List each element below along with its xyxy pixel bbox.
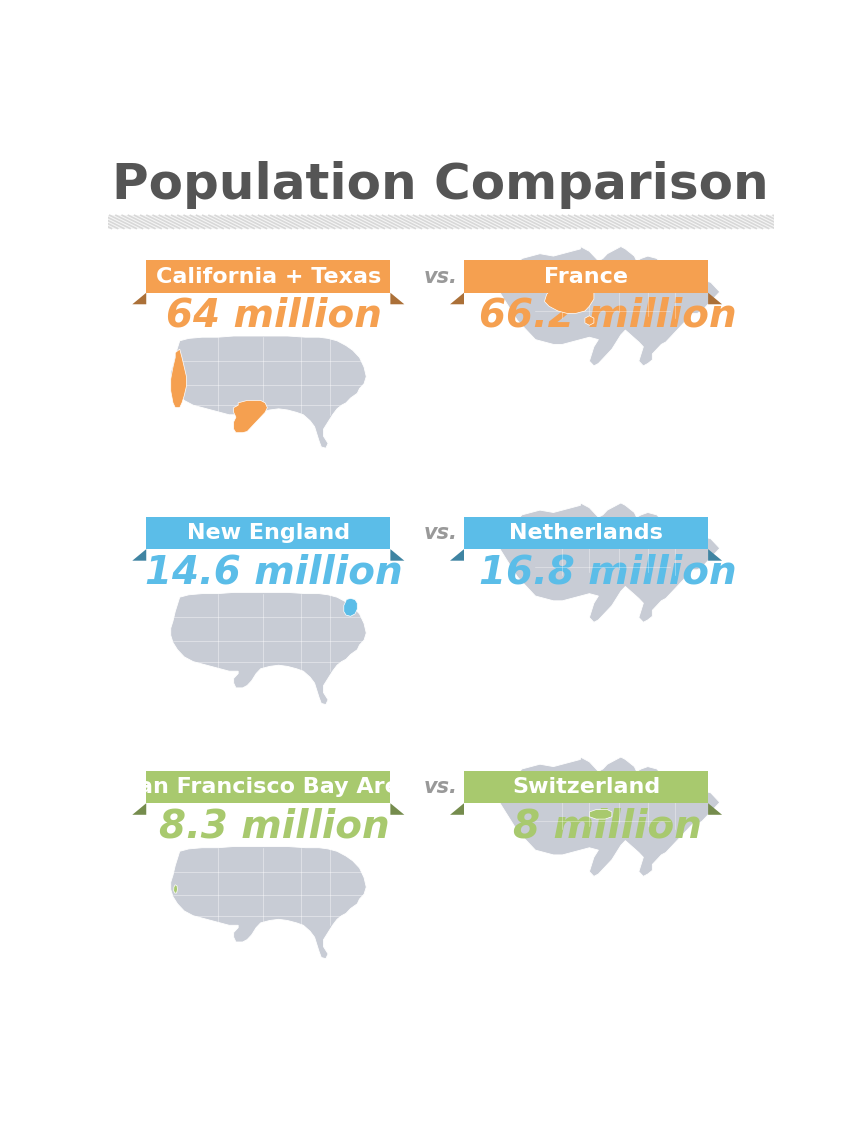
Polygon shape [708, 550, 722, 561]
Polygon shape [132, 550, 146, 561]
Polygon shape [234, 400, 267, 433]
Polygon shape [132, 804, 146, 815]
FancyBboxPatch shape [108, 215, 774, 229]
Polygon shape [708, 804, 722, 815]
FancyBboxPatch shape [464, 771, 708, 804]
FancyBboxPatch shape [464, 517, 708, 550]
Polygon shape [450, 804, 464, 815]
Text: 66.2 million: 66.2 million [478, 297, 736, 335]
Polygon shape [171, 846, 366, 959]
Text: California + Texas: California + Texas [156, 266, 381, 287]
Polygon shape [171, 350, 187, 408]
Text: San Francisco Bay Area: San Francisco Bay Area [122, 777, 415, 797]
FancyBboxPatch shape [464, 261, 708, 292]
Polygon shape [495, 246, 720, 366]
Polygon shape [708, 292, 722, 305]
Text: France: France [544, 266, 628, 287]
Polygon shape [171, 336, 366, 448]
Polygon shape [174, 885, 177, 894]
FancyBboxPatch shape [146, 517, 390, 550]
Text: 16.8 million: 16.8 million [478, 553, 736, 591]
Polygon shape [390, 804, 404, 815]
Polygon shape [544, 280, 594, 314]
Text: Switzerland: Switzerland [512, 777, 660, 797]
FancyBboxPatch shape [146, 771, 390, 804]
Text: vs.: vs. [424, 266, 458, 287]
Polygon shape [132, 292, 146, 305]
Polygon shape [390, 550, 404, 561]
Text: Population Comparison: Population Comparison [113, 161, 769, 209]
Text: vs.: vs. [424, 777, 458, 797]
Polygon shape [171, 592, 366, 705]
Polygon shape [450, 292, 464, 305]
Text: Netherlands: Netherlands [509, 523, 663, 543]
Polygon shape [596, 527, 614, 538]
Polygon shape [495, 502, 720, 623]
Polygon shape [344, 598, 357, 616]
Text: New England: New England [187, 523, 350, 543]
Text: 8.3 million: 8.3 million [159, 807, 390, 845]
Polygon shape [585, 316, 594, 325]
Polygon shape [450, 550, 464, 561]
Text: vs.: vs. [424, 523, 458, 543]
Text: 14.6 million: 14.6 million [145, 553, 403, 591]
Polygon shape [390, 292, 404, 305]
FancyBboxPatch shape [146, 261, 390, 292]
Text: 8 million: 8 million [513, 807, 702, 845]
Text: 64 million: 64 million [166, 297, 382, 335]
Polygon shape [589, 809, 611, 819]
Polygon shape [495, 758, 720, 877]
